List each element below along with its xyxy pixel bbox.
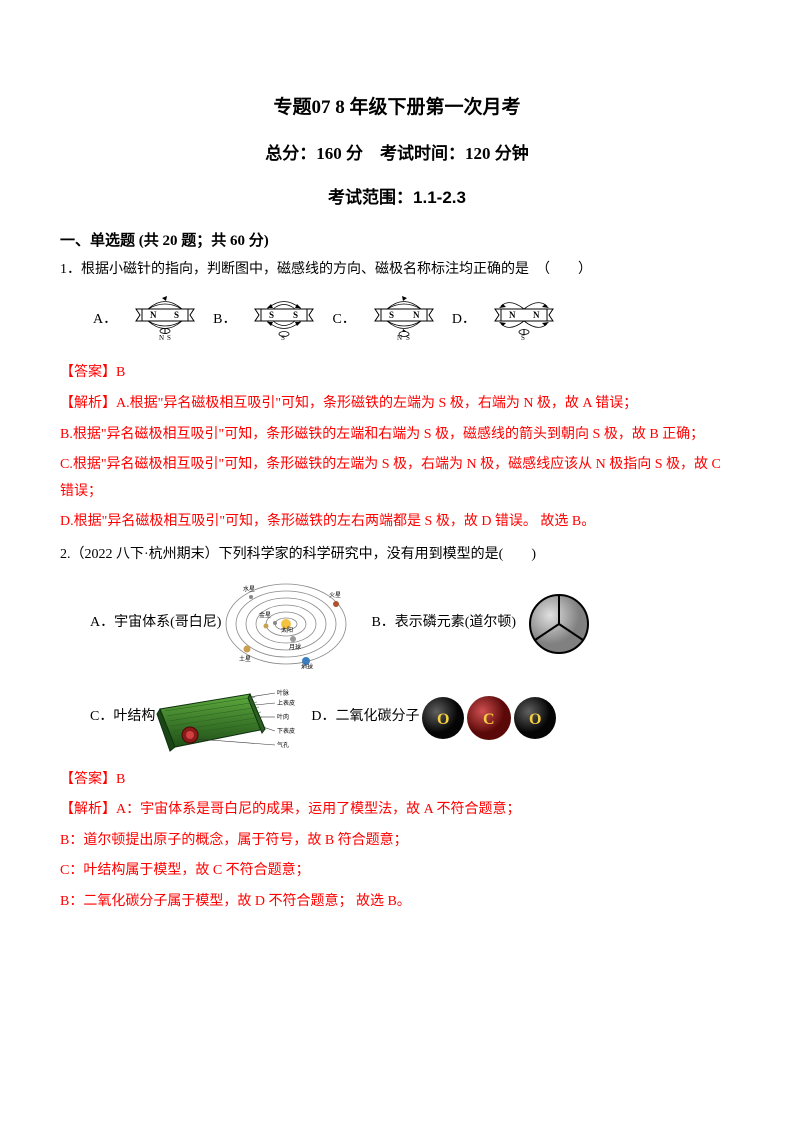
section-header: 一、单选题 (共 20 题；共 60 分) [60,227,734,256]
svg-text:O: O [529,711,541,728]
magnet-diagram-c: S N N S [365,290,443,351]
svg-text:S: S [269,310,274,320]
q2-answer: 【答案】B [60,767,734,794]
solar-system-diagram: 太阳 金星 地球 月球 火星 土星 水星 [221,579,351,669]
q1-answer-block: 【答案】B 【解析】A.根据"异名磁极相互吸引"可知，条形磁铁的左端为 S 极，… [60,360,734,536]
svg-text:C: C [483,711,495,728]
svg-text:S: S [293,310,298,320]
svg-text:N: N [413,310,420,320]
leaf-structure-diagram: 叶脉 上表皮 叶肉 下表皮 气孔 [155,679,305,757]
q1-opt-a-label: A． [93,307,117,334]
q1-answer: 【答案】B [60,360,734,387]
q1-explain-d: D.根据"异名磁极相互吸引"可知，条形磁铁的左右两端都是 S 极，故 D 错误。… [60,509,734,536]
svg-text:S: S [406,334,410,340]
q1-text: 1．根据小磁针的指向，判断图中，磁感线的方向、磁极名称标注均正确的是 （ ） [60,257,734,284]
q2-explain-b: B：道尔顿提出原子的概念，属于符号，故 B 符合题意； [60,828,734,855]
svg-text:O: O [437,711,449,728]
q1-opt-d-label: D． [452,307,476,334]
page-title: 专题07 8 年级下册第一次月考 [60,90,734,126]
q2-opt-b-label: B．表示磷元素(道尔顿) [371,610,516,637]
svg-text:S: S [167,334,171,340]
q2-opt-d-label: D．二氧化碳分子 [311,704,419,731]
svg-text:S: S [521,334,525,340]
svg-text:叶肉: 叶肉 [277,713,289,721]
magnet-diagram-b: S S S [245,290,323,351]
svg-text:叶脉: 叶脉 [277,689,289,697]
q1-explain-a: 【解析】A.根据"异名磁极相互吸引"可知，条形磁铁的左端为 S 极，右端为 N … [60,391,734,418]
svg-text:水星: 水星 [243,585,255,593]
q2-options: A．宇宙体系(哥白尼) 太阳 [90,579,734,757]
svg-text:月球: 月球 [289,643,301,651]
svg-text:S: S [281,334,285,340]
q1-opt-b-label: B． [213,307,236,334]
svg-text:下表皮: 下表皮 [277,727,295,735]
svg-text:N: N [509,310,516,320]
svg-text:火星: 火星 [329,592,341,599]
q2-opt-c-label: C．叶结构 [90,704,155,731]
dalton-diagram [528,593,590,655]
page-range: 考试范围：1.1-2.3 [60,182,734,214]
magnet-diagram-d: N N S [485,290,563,351]
q1-options: A． N S N S B． S S [90,290,734,351]
magnet-diagram-a: N S N S [126,290,204,351]
q2-answer-block: 【答案】B 【解析】A：宇宙体系是哥白尼的成果，运用了模型法，故 A 不符合题意… [60,767,734,916]
page-subtitle: 总分：160 分 考试时间：120 分钟 [60,138,734,170]
q2-text: 2.（2022 八下·杭州期末）下列科学家的科学研究中，没有用到模型的是( ) [60,542,734,569]
svg-text:N: N [533,310,540,320]
q2-explain-d: B：二氧化碳分子属于模型，故 D 不符合题意； 故选 B。 [60,889,734,916]
q2-explain-a: 【解析】A：宇宙体系是哥白尼的成果，运用了模型法，故 A 不符合题意； [60,797,734,824]
q1-explain-b: B.根据"异名磁极相互吸引"可知，条形磁铁的左端和右端为 S 极，磁感线的箭头到… [60,422,734,449]
svg-text:N: N [150,310,157,320]
q2-explain-c: C：叶结构属于模型，故 C 不符合题意； [60,858,734,885]
q1-opt-c-label: C． [332,307,355,334]
q2-opt-a-label: A．宇宙体系(哥白尼) [90,610,221,637]
co2-molecule-diagram: O C O [419,694,559,742]
svg-text:金星: 金星 [259,611,271,619]
svg-text:气孔: 气孔 [277,741,289,749]
svg-text:上表皮: 上表皮 [277,699,295,707]
svg-text:土星: 土星 [239,655,251,663]
svg-text:太阳: 太阳 [281,626,293,634]
q1-explain-c: C.根据"异名磁极相互吸引"可知，条形磁铁的左端为 S 极，右端为 N 极，磁感… [60,452,734,505]
svg-text:S: S [174,310,179,320]
svg-text:S: S [389,310,394,320]
svg-text:N: N [397,334,402,340]
svg-text:N: N [159,334,164,340]
